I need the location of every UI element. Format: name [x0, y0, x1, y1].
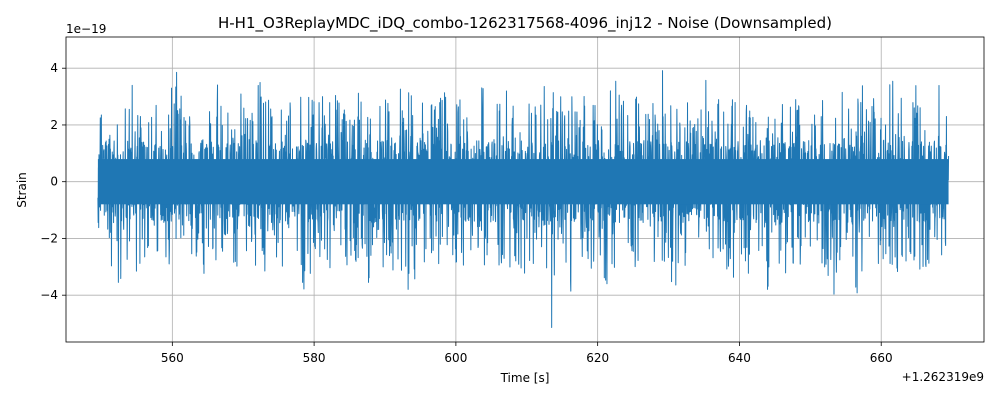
x-axis-label: Time [s] [500, 371, 550, 385]
x-offset-label: +1.262319e9 [902, 370, 984, 384]
x-tick-label: 600 [444, 351, 467, 365]
strain-series-core [97, 159, 949, 205]
axis-layer: 560 580 600 620 640 660 −4 −2 0 2 4 [40, 36, 985, 365]
x-tick-label: 580 [303, 351, 326, 365]
x-tick-label: 560 [161, 351, 184, 365]
y-scale-label: 1e−19 [66, 22, 106, 36]
plot-frame [65, 36, 985, 343]
x-tick-label: 640 [728, 351, 751, 365]
y-tick-label: 2 [50, 118, 58, 132]
y-tick-label: 0 [50, 175, 58, 189]
plot-layer [97, 70, 950, 329]
x-tick-label: 620 [586, 351, 609, 365]
y-axis-label: Strain [15, 172, 29, 208]
y-tick-label: 4 [50, 61, 58, 75]
x-tick-label: 660 [870, 351, 893, 365]
chart-title: H-H1_O3ReplayMDC_iDQ_combo-1262317568-40… [218, 14, 832, 33]
y-tick-label: −4 [40, 288, 58, 302]
y-tick-label: −2 [40, 231, 58, 245]
